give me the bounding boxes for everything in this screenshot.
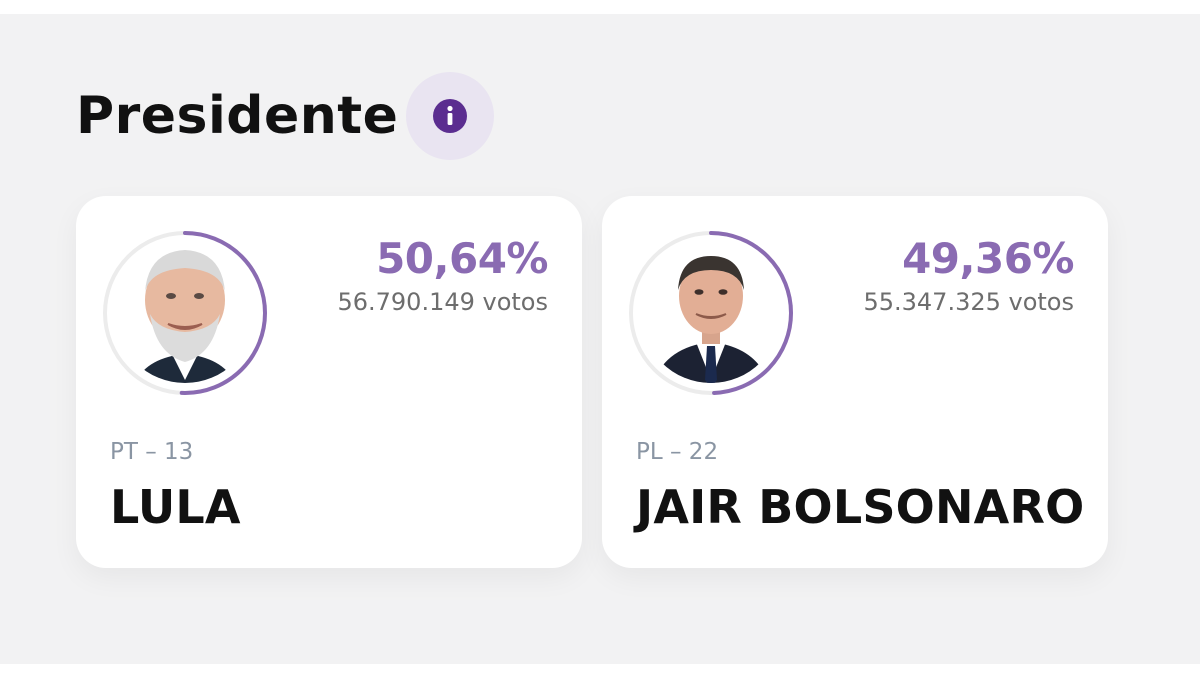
page-title: Presidente bbox=[76, 86, 399, 146]
info-button[interactable] bbox=[406, 72, 495, 160]
portrait-lula bbox=[115, 243, 255, 383]
party-number: PT – 13 bbox=[110, 439, 194, 465]
candidate-card-bolsonaro[interactable]: 49,36% 55.347.325 votos PL – 22 JAIR BOL… bbox=[602, 196, 1108, 568]
vote-percentage: 50,64% bbox=[376, 234, 548, 283]
candidate-name: JAIR BOLSONARO bbox=[636, 480, 1085, 534]
vote-count: 56.790.149 votos bbox=[337, 288, 548, 316]
results-panel: Presidente bbox=[0, 14, 1200, 664]
vote-count: 55.347.325 votos bbox=[863, 288, 1074, 316]
candidate-avatar bbox=[102, 230, 268, 396]
candidate-avatar bbox=[628, 230, 794, 396]
vote-share-ring bbox=[629, 231, 793, 395]
candidate-name: LULA bbox=[110, 480, 241, 534]
vote-share-ring bbox=[103, 231, 267, 395]
party-number: PL – 22 bbox=[636, 439, 719, 465]
info-icon bbox=[433, 99, 468, 133]
section-heading: Presidente bbox=[76, 72, 495, 160]
candidate-card-lula[interactable]: 50,64% 56.790.149 votos PT – 13 LULA bbox=[76, 196, 582, 568]
vote-percentage: 49,36% bbox=[902, 234, 1074, 283]
portrait-bolsonaro bbox=[641, 243, 781, 383]
